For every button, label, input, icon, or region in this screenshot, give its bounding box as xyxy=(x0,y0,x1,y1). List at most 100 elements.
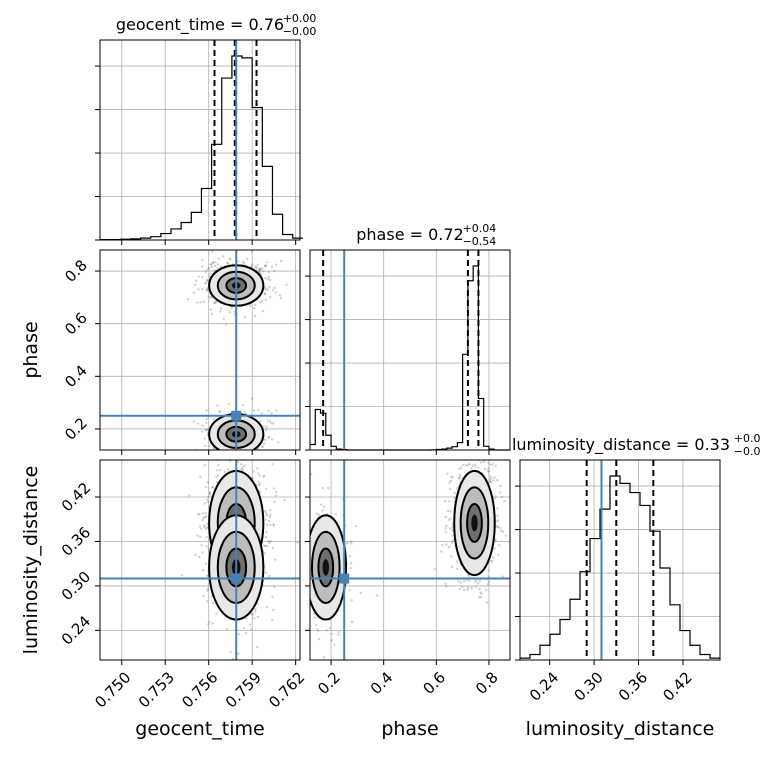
sample-point xyxy=(494,464,497,468)
sample-point xyxy=(200,276,204,279)
sample-point xyxy=(218,452,220,454)
contour-0-2 xyxy=(466,503,483,543)
sample-point xyxy=(215,469,219,472)
sample-point xyxy=(456,486,459,490)
sample-point xyxy=(217,257,220,260)
sample-point xyxy=(262,474,266,478)
sample-point xyxy=(480,596,483,599)
sample-point xyxy=(485,601,489,604)
sample-point xyxy=(499,526,502,530)
sample-point xyxy=(359,591,362,595)
xtick-label-geocent_time: 0.759 xyxy=(222,668,265,711)
sample-point xyxy=(470,467,473,470)
sample-point xyxy=(274,291,277,294)
sample-point xyxy=(265,523,269,526)
sample-point xyxy=(499,491,502,494)
sample-point xyxy=(482,453,484,455)
sample-point xyxy=(227,262,230,265)
sample-point xyxy=(304,528,306,530)
sample-point xyxy=(275,409,278,412)
sample-point xyxy=(206,429,209,432)
grid-layer xyxy=(100,40,720,660)
sample-point xyxy=(205,515,208,518)
sample-point xyxy=(201,518,204,522)
sample-point xyxy=(350,620,354,624)
xtick-label-luminosity_distance: 0.36 xyxy=(615,668,651,704)
sample-point xyxy=(451,476,454,479)
sample-point xyxy=(265,513,269,517)
sample-point xyxy=(264,438,267,442)
sample-point xyxy=(273,269,276,273)
sample-point xyxy=(274,494,278,497)
sample-point xyxy=(244,631,248,635)
sample-point xyxy=(203,525,206,529)
sample-point xyxy=(500,529,503,532)
sample-point xyxy=(452,538,455,542)
sample-point xyxy=(471,464,474,467)
sample-point xyxy=(205,409,208,412)
sample-point xyxy=(208,266,211,270)
sample-point xyxy=(327,487,330,490)
sample-point xyxy=(479,591,482,594)
xlabel-luminosity_distance: luminosity_distance xyxy=(526,718,715,740)
sample-point xyxy=(211,250,214,253)
sample-point xyxy=(237,632,241,636)
sample-point xyxy=(250,628,253,631)
ytick-label-luminosity_distance: 0.36 xyxy=(58,523,94,559)
sample-point xyxy=(276,441,280,444)
sample-point xyxy=(441,543,444,547)
sample-point xyxy=(489,463,492,466)
sample-point xyxy=(262,544,266,547)
sample-point xyxy=(206,500,210,504)
histogram-layer xyxy=(100,55,720,659)
sample-point xyxy=(270,438,274,441)
sample-point xyxy=(461,585,464,589)
sample-point xyxy=(268,436,271,439)
sample-point xyxy=(198,525,202,528)
sample-point xyxy=(349,540,353,543)
sample-point xyxy=(487,580,491,583)
sample-point xyxy=(204,444,207,448)
sample-point xyxy=(187,494,191,497)
hist-grid-geocent_time xyxy=(100,40,300,240)
sample-point xyxy=(213,301,217,305)
title-phase: phase = 0.72 xyxy=(356,225,463,244)
sample-point xyxy=(501,530,504,533)
sample-point xyxy=(256,472,260,475)
sample-point xyxy=(445,585,448,588)
sample-point xyxy=(254,303,257,307)
sample-point xyxy=(204,527,207,531)
sample-point xyxy=(272,487,276,490)
sample-point xyxy=(202,594,205,598)
sample-point xyxy=(306,535,308,537)
sample-point xyxy=(264,509,267,513)
sample-point xyxy=(203,502,206,505)
sample-point xyxy=(236,259,240,263)
sample-point xyxy=(206,278,209,282)
sample-point xyxy=(268,420,272,423)
sample-point xyxy=(494,495,497,498)
sample-point xyxy=(501,575,505,578)
sample-point xyxy=(448,527,452,530)
sample-point xyxy=(474,580,477,583)
sample-point xyxy=(453,492,456,495)
sample-point xyxy=(260,299,264,302)
sample-point xyxy=(283,498,286,502)
sample-point xyxy=(272,523,275,526)
sample-point xyxy=(321,486,325,490)
sample-point xyxy=(487,461,490,464)
contour-1-1 xyxy=(310,530,341,604)
sample-point xyxy=(262,424,265,428)
sample-point xyxy=(256,602,260,605)
sample-point xyxy=(496,525,499,529)
title-geocent_time: geocent_time = 0.76 xyxy=(116,15,284,35)
sample-point xyxy=(450,555,453,558)
sample-point xyxy=(225,627,229,631)
sample-point xyxy=(212,301,216,305)
sample-point xyxy=(258,267,261,271)
sample-point xyxy=(451,534,454,537)
sample-point xyxy=(470,586,473,590)
sample-point xyxy=(478,587,481,591)
sample-point xyxy=(440,550,443,553)
